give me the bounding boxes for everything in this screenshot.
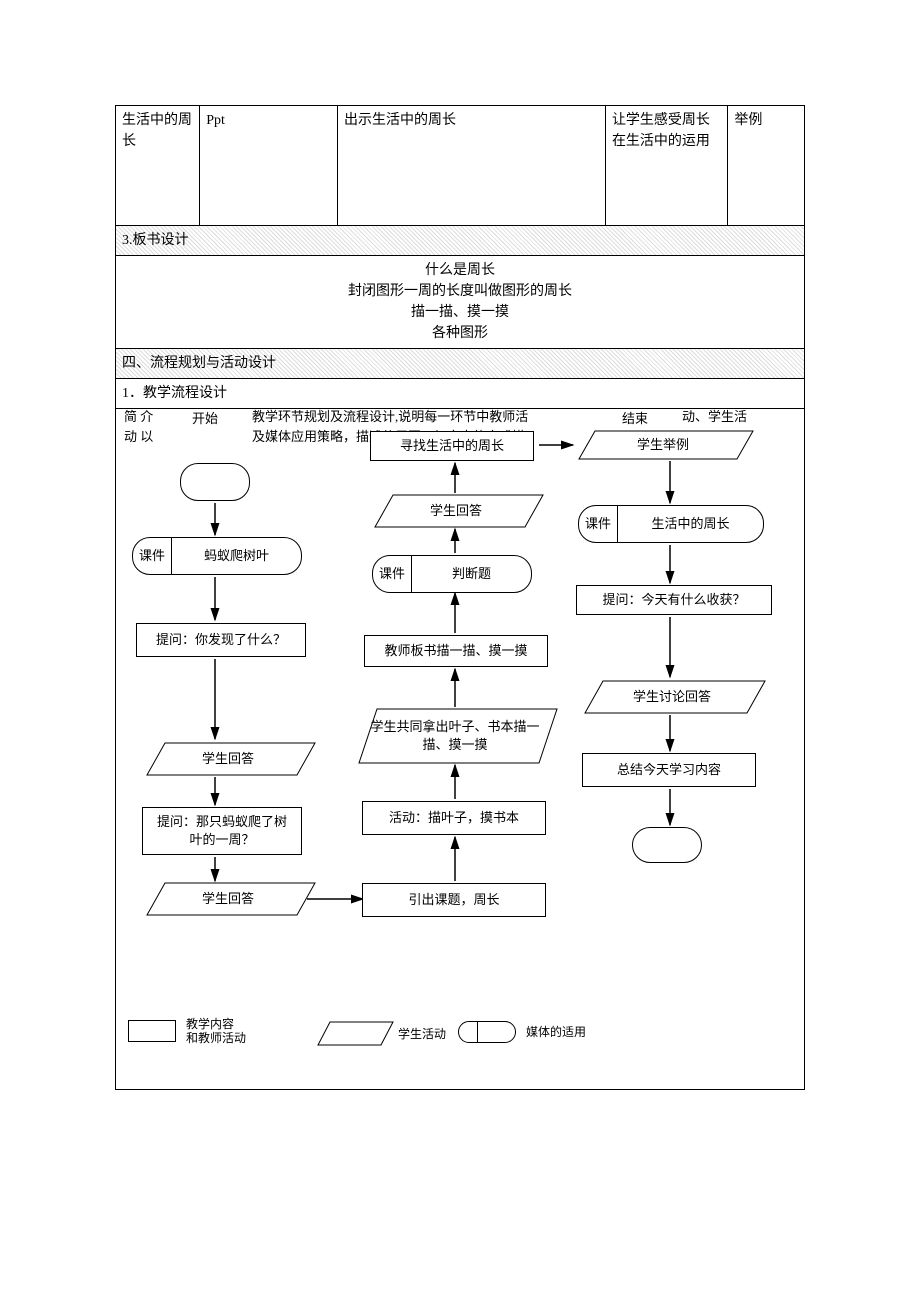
rect-teacher-board: 教师板书描一描、摸一摸 (364, 635, 548, 667)
flow-cell: 简 介 动 以 开始 教学环节规划及流程设计,说明每一环节中教师活 及媒体应用策… (116, 409, 805, 1090)
rect-q-harvest: 提问：今天有什么收获？ (576, 585, 772, 615)
media-life-perimeter: 课件 生活中的周长 (578, 505, 764, 543)
legend-media-label: 媒体的适用 (526, 1023, 586, 1041)
board-line: 封闭图形一周的长度叫做图形的周长 (122, 281, 798, 302)
legend-rect-icon (128, 1020, 176, 1042)
para-student-answer-2: 学生回答 (144, 883, 312, 915)
intro-left2: 动 以 (124, 427, 153, 447)
intro-start: 开始 (192, 409, 218, 429)
rect-intro-topic: 引出课题，周长 (362, 883, 546, 917)
intro-mid1: 教学环节规划及流程设计,说明每一环节中教师活 (252, 407, 572, 427)
legend: 教学内容 和教师活动 (128, 1017, 246, 1046)
cap-content: 判断题 (412, 556, 531, 592)
legend-media: 媒体的适用 (458, 1021, 586, 1043)
legend-para-label: 学生活动 (398, 1025, 446, 1043)
cap-label: 课件 (133, 538, 172, 574)
section-board-header: 3.板书设计 (116, 226, 805, 256)
intro-left1: 简 介 (124, 407, 153, 427)
cell-media: Ppt (200, 106, 338, 226)
cap-label: 课件 (579, 506, 618, 542)
board-line: 各种图形 (122, 323, 798, 344)
rect-summary: 总结今天学习内容 (582, 753, 756, 787)
section-flow-header-row: 四、流程规划与活动设计 (116, 349, 805, 379)
intro-right1: 动、学生活 (682, 407, 747, 427)
section-flow-header: 四、流程规划与活动设计 (116, 349, 805, 379)
media-ant-leaf: 课件 蚂蚁爬树叶 (132, 537, 302, 575)
legend-rect-label: 教学内容 和教师活动 (186, 1017, 246, 1046)
cell-action: 出示生活中的周长 (338, 106, 606, 226)
rect-q-ant: 提问：那只蚂蚁爬了树叶的一周？ (142, 807, 302, 855)
cell-topic: 生活中的周长 (116, 106, 200, 226)
rect-find-life: 寻找生活中的周长 (370, 431, 534, 461)
cap-content: 生活中的周长 (618, 506, 763, 542)
section-flow-sub: 1．教学流程设计 (116, 379, 805, 409)
page: 生活中的周长 Ppt 出示生活中的周长 让学生感受周长在生活中的运用 举例 3.… (0, 0, 920, 1150)
legend-capsule-icon (458, 1021, 516, 1043)
para-student-answer-3: 学生回答 (372, 495, 540, 527)
main-table: 生活中的周长 Ppt 出示生活中的周长 让学生感受周长在生活中的运用 举例 3.… (115, 105, 805, 1090)
terminal-end (632, 827, 702, 863)
media-judge: 课件 判断题 (372, 555, 532, 593)
para-student-example: 学生举例 (576, 431, 750, 459)
flow-row: 简 介 动 以 开始 教学环节规划及流程设计,说明每一环节中教师活 及媒体应用策… (116, 409, 805, 1090)
board-design-row: 什么是周长 封闭图形一周的长度叫做图形的周长 描一描、摸一摸 各种图形 (116, 256, 805, 349)
cell-purpose: 让学生感受周长在生活中的运用 (605, 106, 727, 226)
board-line: 什么是周长 (122, 260, 798, 281)
table-row: 生活中的周长 Ppt 出示生活中的周长 让学生感受周长在生活中的运用 举例 (116, 106, 805, 226)
flow-area: 简 介 动 以 开始 教学环节规划及流程设计,说明每一环节中教师活 及媒体应用策… (122, 405, 798, 1085)
para-together: 学生共同拿出叶子、书本描一描、摸一摸 (356, 709, 554, 763)
para-student-answer-1: 学生回答 (144, 743, 312, 775)
cap-content: 蚂蚁爬树叶 (172, 538, 301, 574)
board-line: 描一描、摸一摸 (122, 302, 798, 323)
intro-end: 结束 (622, 409, 648, 429)
board-design-cell: 什么是周长 封闭图形一周的长度叫做图形的周长 描一描、摸一摸 各种图形 (116, 256, 805, 349)
rect-activity: 活动：描叶子，摸书本 (362, 801, 546, 835)
section-board-header-row: 3.板书设计 (116, 226, 805, 256)
cell-note: 举例 (728, 106, 805, 226)
rect-q-found: 提问：你发现了什么？ (136, 623, 306, 657)
section-flow-sub-row: 1．教学流程设计 (116, 379, 805, 409)
cap-label: 课件 (373, 556, 412, 592)
para-discuss: 学生讨论回答 (582, 681, 762, 713)
terminal-start (180, 463, 250, 501)
